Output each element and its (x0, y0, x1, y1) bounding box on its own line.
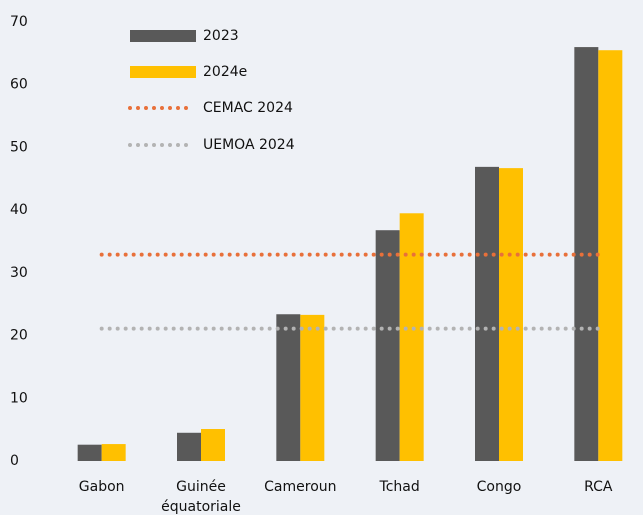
bar (77, 444, 102, 461)
y-tick-label: 70 (10, 14, 28, 30)
legend-swatch (130, 30, 196, 42)
x-tick-label: Gabon (79, 479, 125, 495)
bar (201, 429, 225, 461)
x-tick-label: Tchad (379, 479, 420, 495)
legend-label: 2024e (203, 64, 247, 80)
bar (101, 444, 126, 461)
legend-swatch (130, 66, 196, 78)
bar (499, 168, 523, 462)
bar (475, 166, 499, 461)
y-tick-label: 0 (10, 453, 19, 469)
x-tick-label: Cameroun (264, 479, 336, 495)
y-tick-label: 40 (10, 202, 28, 218)
bar (574, 47, 599, 461)
x-tick-label: RCA (584, 479, 613, 495)
legend-label: 2023 (203, 28, 239, 44)
y-tick-label: 10 (10, 390, 28, 406)
bar (276, 314, 301, 461)
bar (300, 314, 325, 461)
x-tick-label: Guinée équatoriale (161, 479, 241, 515)
bar (375, 230, 400, 461)
y-tick-label: 20 (10, 328, 28, 344)
y-tick-label: 50 (10, 139, 28, 155)
bar (598, 50, 623, 461)
y-tick-label: 60 (10, 77, 28, 93)
legend-label: CEMAC 2024 (203, 100, 293, 116)
y-tick-label: 30 (10, 265, 28, 281)
bar (399, 213, 424, 461)
x-tick-label: Congo (477, 479, 522, 495)
legend-label: UEMOA 2024 (203, 137, 295, 153)
bar (177, 432, 201, 461)
